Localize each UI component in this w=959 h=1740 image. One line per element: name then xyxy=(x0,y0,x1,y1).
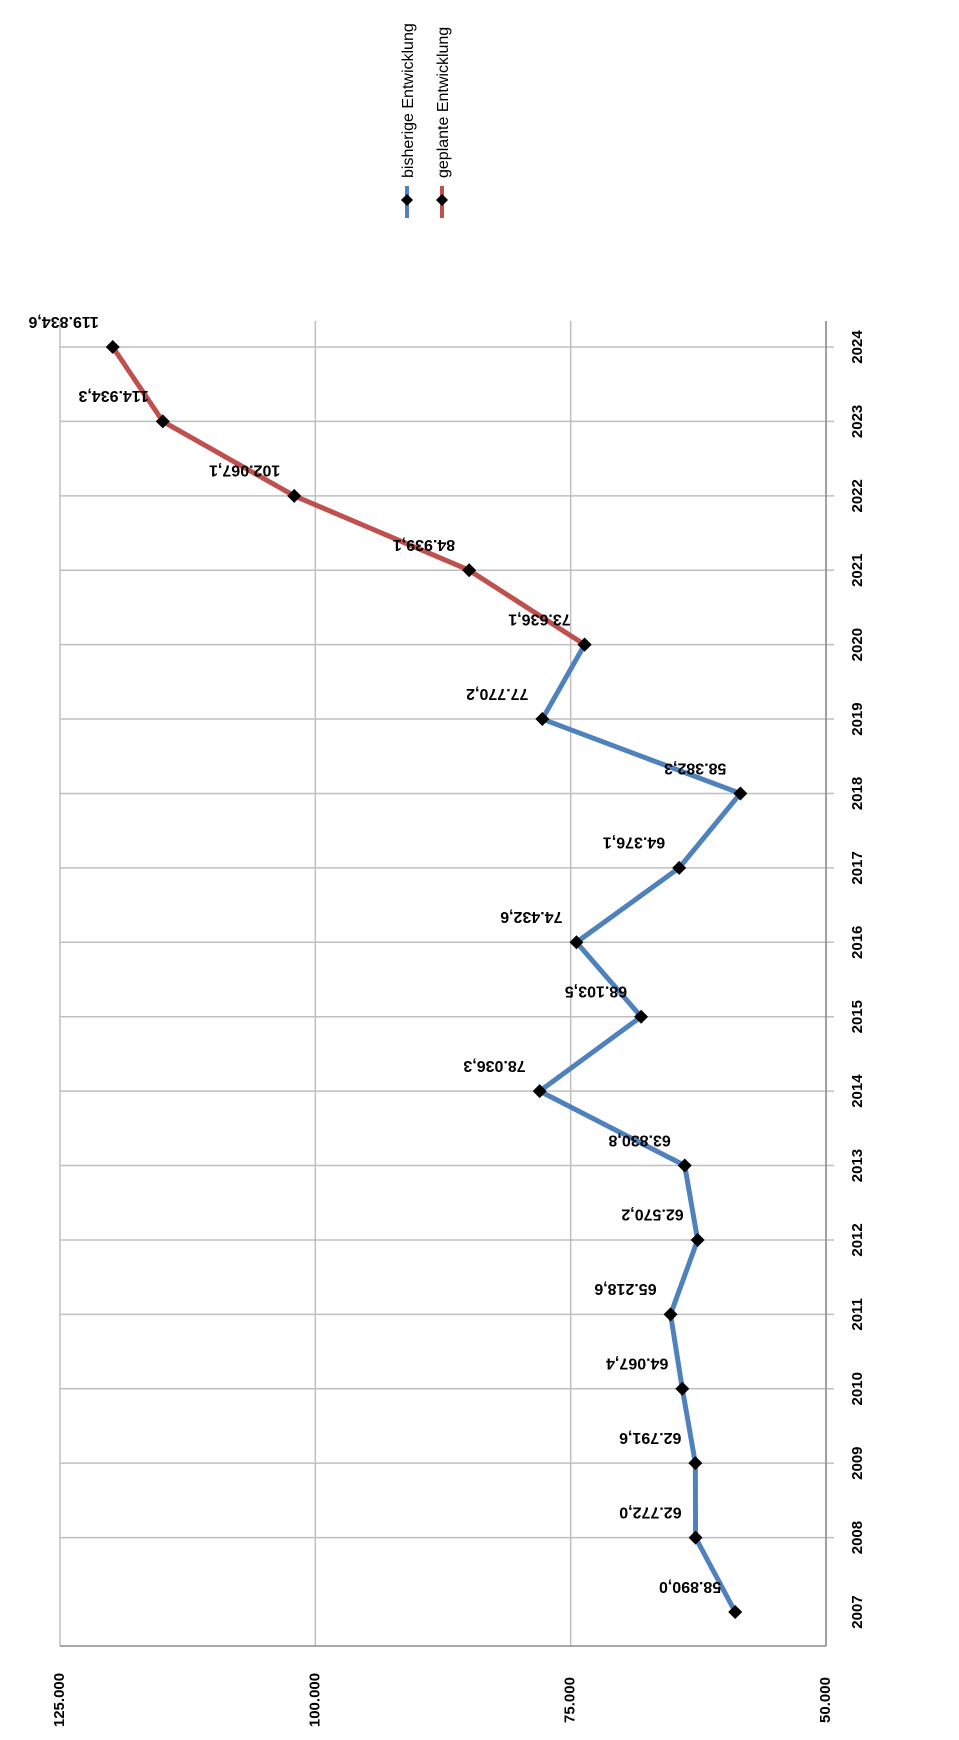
data-label: 64.376,1 xyxy=(603,834,665,851)
data-point-marker xyxy=(690,1232,705,1247)
data-label: 63.830,8 xyxy=(608,1131,670,1148)
data-point-marker xyxy=(287,488,302,503)
category-tick-label: 2016 xyxy=(849,926,866,959)
data-point-marker xyxy=(532,1084,547,1099)
data-point-marker xyxy=(672,860,687,875)
data-label: 65.218,6 xyxy=(594,1280,656,1297)
data-label: 62.791,6 xyxy=(619,1429,681,1446)
data-label: 78.036,3 xyxy=(463,1057,525,1074)
data-point-marker xyxy=(105,340,120,354)
data-labels: 58.890,0 62.772,0 62.791,6 64.067,4 65.218,6… xyxy=(28,313,726,1595)
category-tick-label: 2019 xyxy=(849,702,866,735)
category-tick-label: 2013 xyxy=(849,1149,866,1182)
category-tick-label: 2023 xyxy=(849,405,866,438)
data-point-marker xyxy=(155,414,170,429)
value-tick-label: 125.000 xyxy=(51,1673,68,1727)
grid xyxy=(59,321,834,1646)
legend-label: geplante Entwicklung xyxy=(435,27,452,178)
series xyxy=(105,340,748,1619)
data-label: 74.432,6 xyxy=(500,908,562,925)
category-tick-label: 2010 xyxy=(849,1372,866,1405)
data-label: 73.636,1 xyxy=(508,610,570,627)
data-label: 114.934,3 xyxy=(78,387,148,404)
category-tick-label: 2024 xyxy=(849,330,866,364)
category-tick-label: 2021 xyxy=(849,554,866,587)
value-tick-label: 50.000 xyxy=(817,1677,834,1723)
legend-marker xyxy=(436,194,448,206)
category-tick-label: 2017 xyxy=(849,851,866,884)
data-label: 77.770,2 xyxy=(466,685,528,702)
data-point-marker xyxy=(728,1605,743,1619)
data-point-marker xyxy=(677,1158,692,1173)
category-tick-label: 2009 xyxy=(849,1446,866,1479)
category-tick-label: 2012 xyxy=(849,1223,866,1256)
category-tick-label: 2008 xyxy=(849,1521,866,1554)
data-label: 68.103,5 xyxy=(565,982,627,999)
category-tick-label: 2015 xyxy=(849,1000,866,1033)
category-tick-label: 2022 xyxy=(849,479,866,512)
category-tick-label: 2007 xyxy=(849,1595,866,1628)
category-tick-label: 2020 xyxy=(849,628,866,661)
legend-entry: geplante Entwicklung xyxy=(435,27,452,218)
category-tick-label: 2018 xyxy=(849,777,866,810)
data-point-marker xyxy=(675,1381,690,1396)
legend: bisherige Entwicklung geplante Entwicklun… xyxy=(400,23,452,218)
legend-marker xyxy=(401,194,413,206)
data-label: 64.067,4 xyxy=(606,1355,668,1372)
data-label: 58.890,0 xyxy=(659,1578,721,1595)
data-point-marker xyxy=(688,1456,703,1471)
data-point-marker xyxy=(577,637,592,652)
data-label: 62.772,0 xyxy=(619,1503,681,1520)
data-point-marker xyxy=(688,1530,703,1545)
data-point-marker xyxy=(462,563,477,578)
data-point-marker xyxy=(634,1009,649,1024)
series-line xyxy=(537,642,743,1615)
data-label: 58.382,3 xyxy=(664,759,726,776)
data-label: 119.834,6 xyxy=(28,313,98,330)
category-tick-label: 2014 xyxy=(849,1074,866,1108)
data-point-marker xyxy=(733,786,748,801)
legend-label: bisherige Entwicklung xyxy=(400,23,417,178)
legend-entry: bisherige Entwicklung xyxy=(400,23,417,218)
data-label: 62.570,2 xyxy=(621,1206,683,1223)
axes: 2007 2008 2009 2010 2011 2012 2013 2014 2015 2016… xyxy=(51,321,866,1727)
category-tick-label: 2011 xyxy=(849,1298,866,1331)
data-label: 84.939,1 xyxy=(393,536,455,553)
value-tick-label: 75.000 xyxy=(562,1677,579,1723)
value-tick-label: 100.000 xyxy=(306,1673,323,1727)
data-point-marker xyxy=(569,935,584,950)
data-label: 102.067,1 xyxy=(209,462,280,479)
data-point-marker xyxy=(663,1307,678,1322)
data-point-marker xyxy=(535,712,550,727)
